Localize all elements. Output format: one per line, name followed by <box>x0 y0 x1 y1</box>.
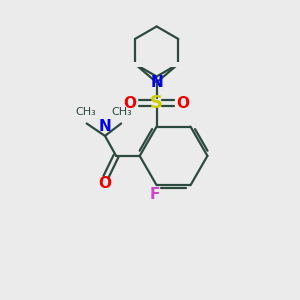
Text: S: S <box>150 94 163 112</box>
Text: O: O <box>177 95 190 110</box>
Text: N: N <box>99 119 111 134</box>
Text: CH₃: CH₃ <box>111 107 132 117</box>
Text: O: O <box>98 176 111 191</box>
Text: F: F <box>150 187 160 202</box>
Text: O: O <box>124 95 136 110</box>
Text: CH₃: CH₃ <box>76 107 97 117</box>
Text: N: N <box>150 75 163 90</box>
